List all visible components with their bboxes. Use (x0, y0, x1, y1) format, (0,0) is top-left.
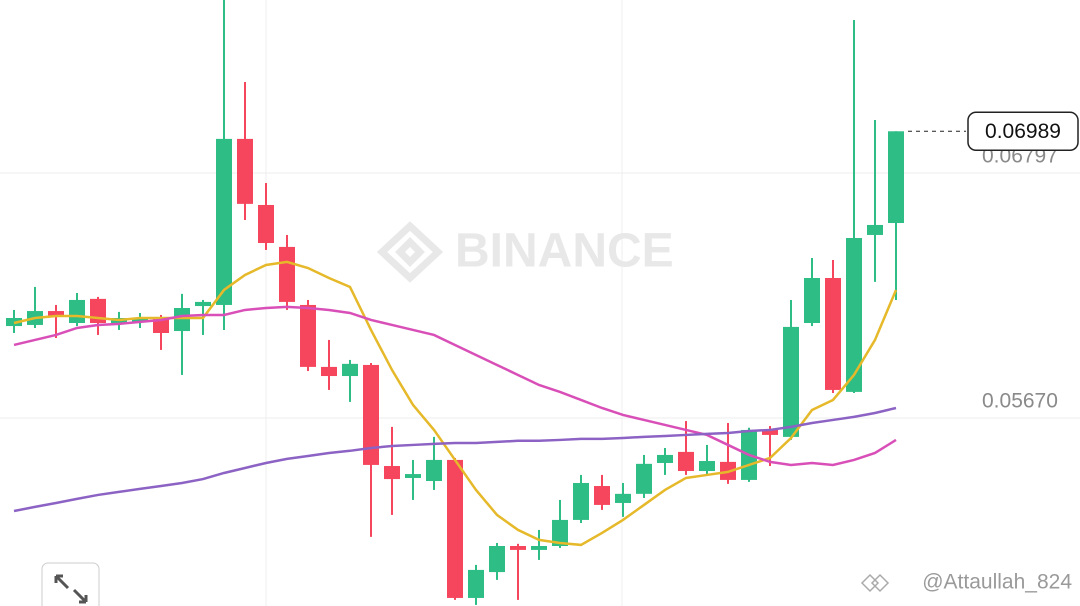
watermark: BINANCE (455, 225, 674, 278)
watermark-logo (376, 221, 444, 283)
candle-body (552, 519, 568, 547)
candle-body (510, 546, 526, 550)
candle-body (804, 278, 820, 323)
ma-line (13, 305, 897, 467)
candle-body (363, 364, 379, 465)
candle-body (594, 486, 610, 505)
candle-body (132, 317, 148, 322)
candle-body (216, 138, 232, 305)
candle-body (489, 546, 505, 573)
candle-body (69, 299, 85, 323)
expand-icon (54, 574, 88, 604)
candle-body (699, 461, 715, 472)
ma-line (13, 260, 898, 547)
candle-body (573, 482, 589, 520)
candle-body (384, 466, 400, 480)
last-price-label: 0.06989 (985, 120, 1061, 143)
candle-body (867, 224, 883, 235)
candle-body (636, 463, 652, 494)
candle-body (468, 569, 484, 598)
candle-body (174, 307, 190, 332)
candle-body (762, 429, 778, 435)
candle-body (300, 304, 316, 367)
candle-body (657, 454, 673, 463)
candle-body (888, 131, 904, 224)
candle-body (531, 546, 547, 550)
candle-body (48, 311, 64, 317)
candle-body (783, 326, 799, 437)
candle-body (426, 459, 442, 482)
candle-body (153, 318, 169, 333)
candle-body (825, 278, 841, 390)
candle-body (258, 204, 274, 244)
candle-body (279, 246, 295, 302)
credit: @Attaullah_824 (922, 571, 1072, 594)
credit-icon (860, 573, 890, 593)
last-price-box (967, 111, 1079, 152)
candle-body (195, 301, 211, 307)
candle-body (342, 363, 358, 377)
candle-body (846, 238, 862, 392)
candle-body (678, 451, 694, 472)
candle-body (615, 493, 631, 503)
candle-body (405, 474, 421, 478)
candle-body (447, 459, 463, 598)
y-tick-label: 0.05670 (982, 390, 1058, 413)
candle-body (237, 138, 253, 204)
expand-button[interactable] (41, 562, 100, 606)
candle-body (321, 366, 337, 377)
ma-line (13, 406, 897, 513)
